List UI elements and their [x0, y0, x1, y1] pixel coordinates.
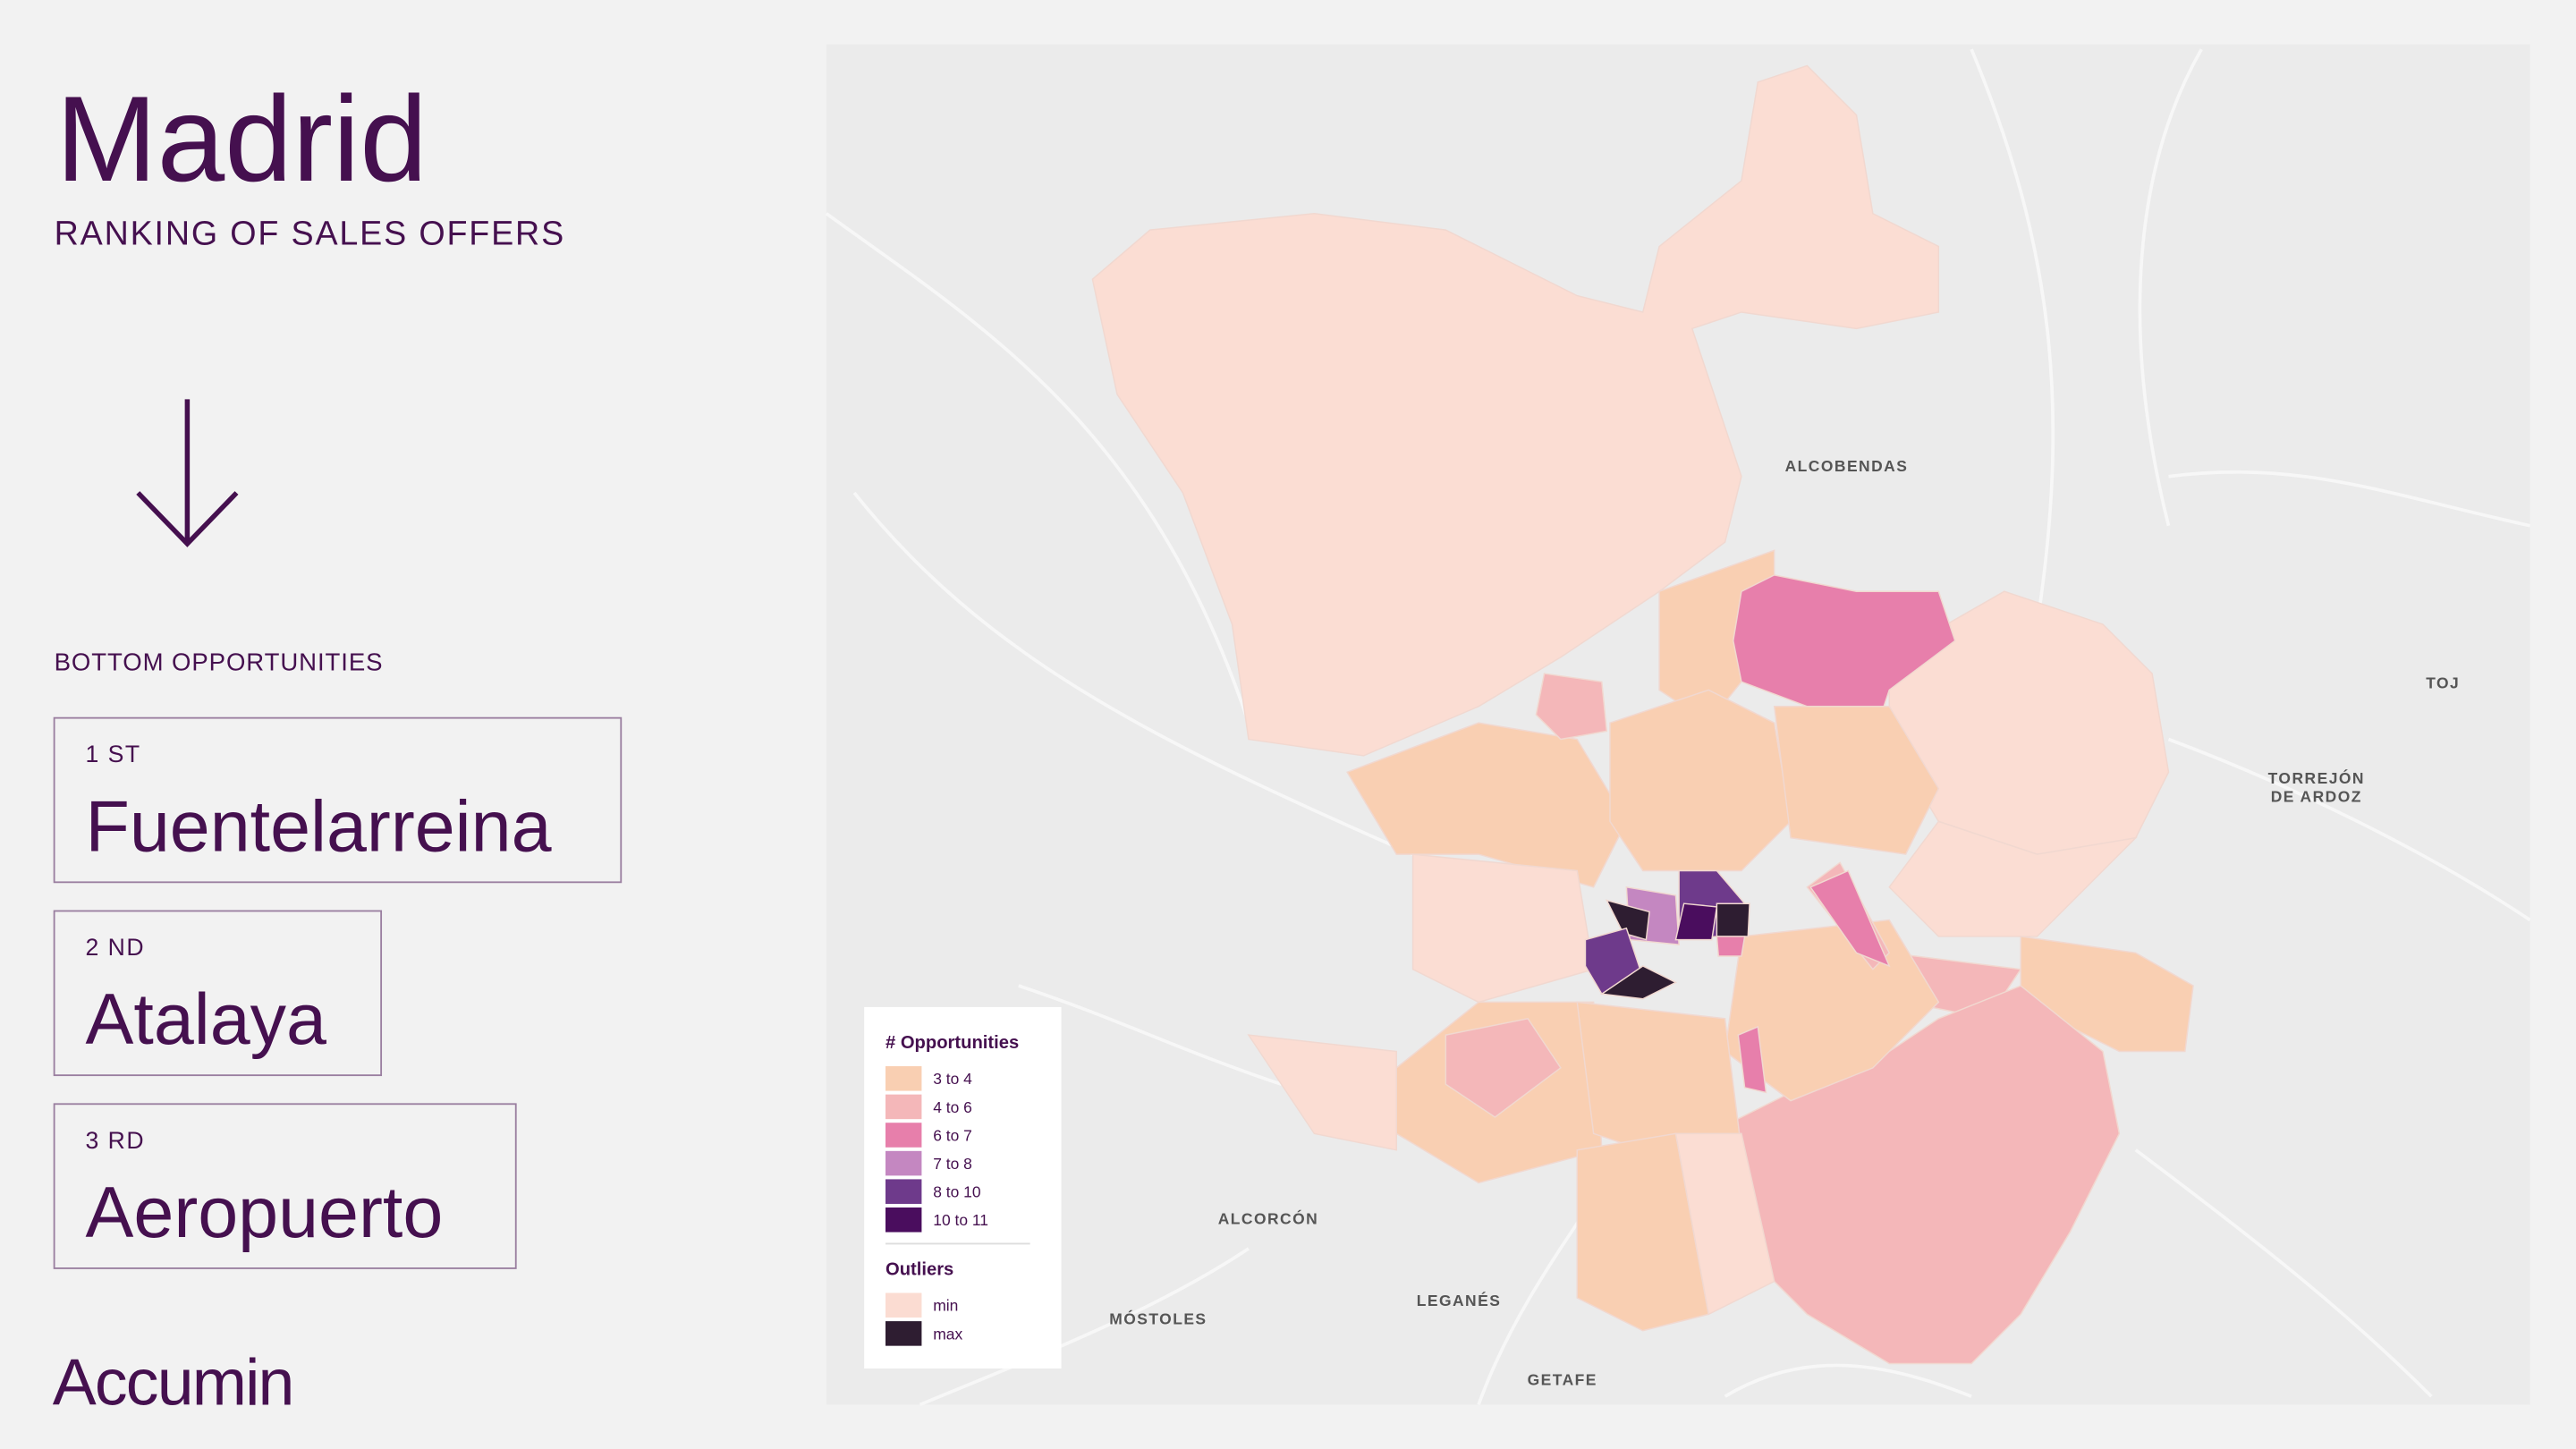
legend-label: max	[933, 1325, 962, 1343]
map-label: TOJ	[2426, 674, 2460, 692]
legend-title: # Opportunities	[886, 1033, 1019, 1053]
ranking-title: BOTTOM OPPORTUNITIES	[55, 648, 384, 675]
legend-swatch	[886, 1321, 922, 1346]
map-label: GETAFE	[1528, 1370, 1597, 1388]
legend-label: 10 to 11	[933, 1211, 988, 1229]
legend-swatch	[886, 1208, 922, 1233]
map-label: DE ARDOZ	[2271, 787, 2362, 805]
legend-outliers-title: Outliers	[886, 1259, 953, 1279]
rank-box	[53, 1103, 517, 1269]
rank-position: 2 ND	[86, 934, 146, 961]
rank-name: Atalaya	[86, 979, 327, 1060]
subtitle: RANKING OF SALES OFFERS	[55, 215, 565, 252]
legend-label: 4 to 6	[933, 1098, 972, 1116]
legend-swatch	[886, 1066, 922, 1091]
ranking-list: 1 ST Fuentelarreina 2 ND Atalaya 3 RD Aeropue…	[53, 716, 623, 1269]
rank-name: Fuentelarreina	[86, 786, 552, 867]
legend-label: 6 to 7	[933, 1126, 972, 1144]
title: Madrid	[55, 71, 427, 207]
roads	[825, 48, 2531, 1407]
rank-box	[53, 910, 383, 1077]
map-label: ALCORCÓN	[1218, 1208, 1319, 1227]
legend-swatch	[886, 1292, 922, 1318]
legend-label: 3 to 4	[933, 1070, 972, 1088]
legend-swatch	[886, 1123, 922, 1148]
legend-swatch	[886, 1150, 922, 1176]
map-label: LEGANÉS	[1417, 1291, 1502, 1309]
legend-label: 7 to 8	[933, 1155, 972, 1173]
rank-box	[53, 716, 623, 884]
map-label: MÓSTOLES	[1109, 1309, 1207, 1327]
legend-label: 8 to 10	[933, 1183, 981, 1201]
logo: Accumin	[53, 1344, 293, 1419]
rank-position: 3 RD	[86, 1127, 146, 1154]
districts	[1091, 64, 2194, 1365]
legend: # Opportunities Outliers 3 to 4 4 to 6 6 t…	[864, 1006, 1062, 1368]
map: ALCOBENDAS TORREJÓN DE ARDOZ TOJ ALCORCÓ…	[825, 44, 2531, 1407]
map-label: TORREJÓN	[2268, 768, 2365, 787]
legend-swatch	[886, 1179, 922, 1204]
legend-label: min	[933, 1297, 958, 1315]
rank-name: Aeropuerto	[86, 1173, 444, 1253]
legend-swatch	[886, 1094, 922, 1120]
rank-position: 1 ST	[86, 741, 141, 767]
map-label: ALCOBENDAS	[1785, 457, 1909, 475]
down-arrow	[136, 399, 239, 547]
